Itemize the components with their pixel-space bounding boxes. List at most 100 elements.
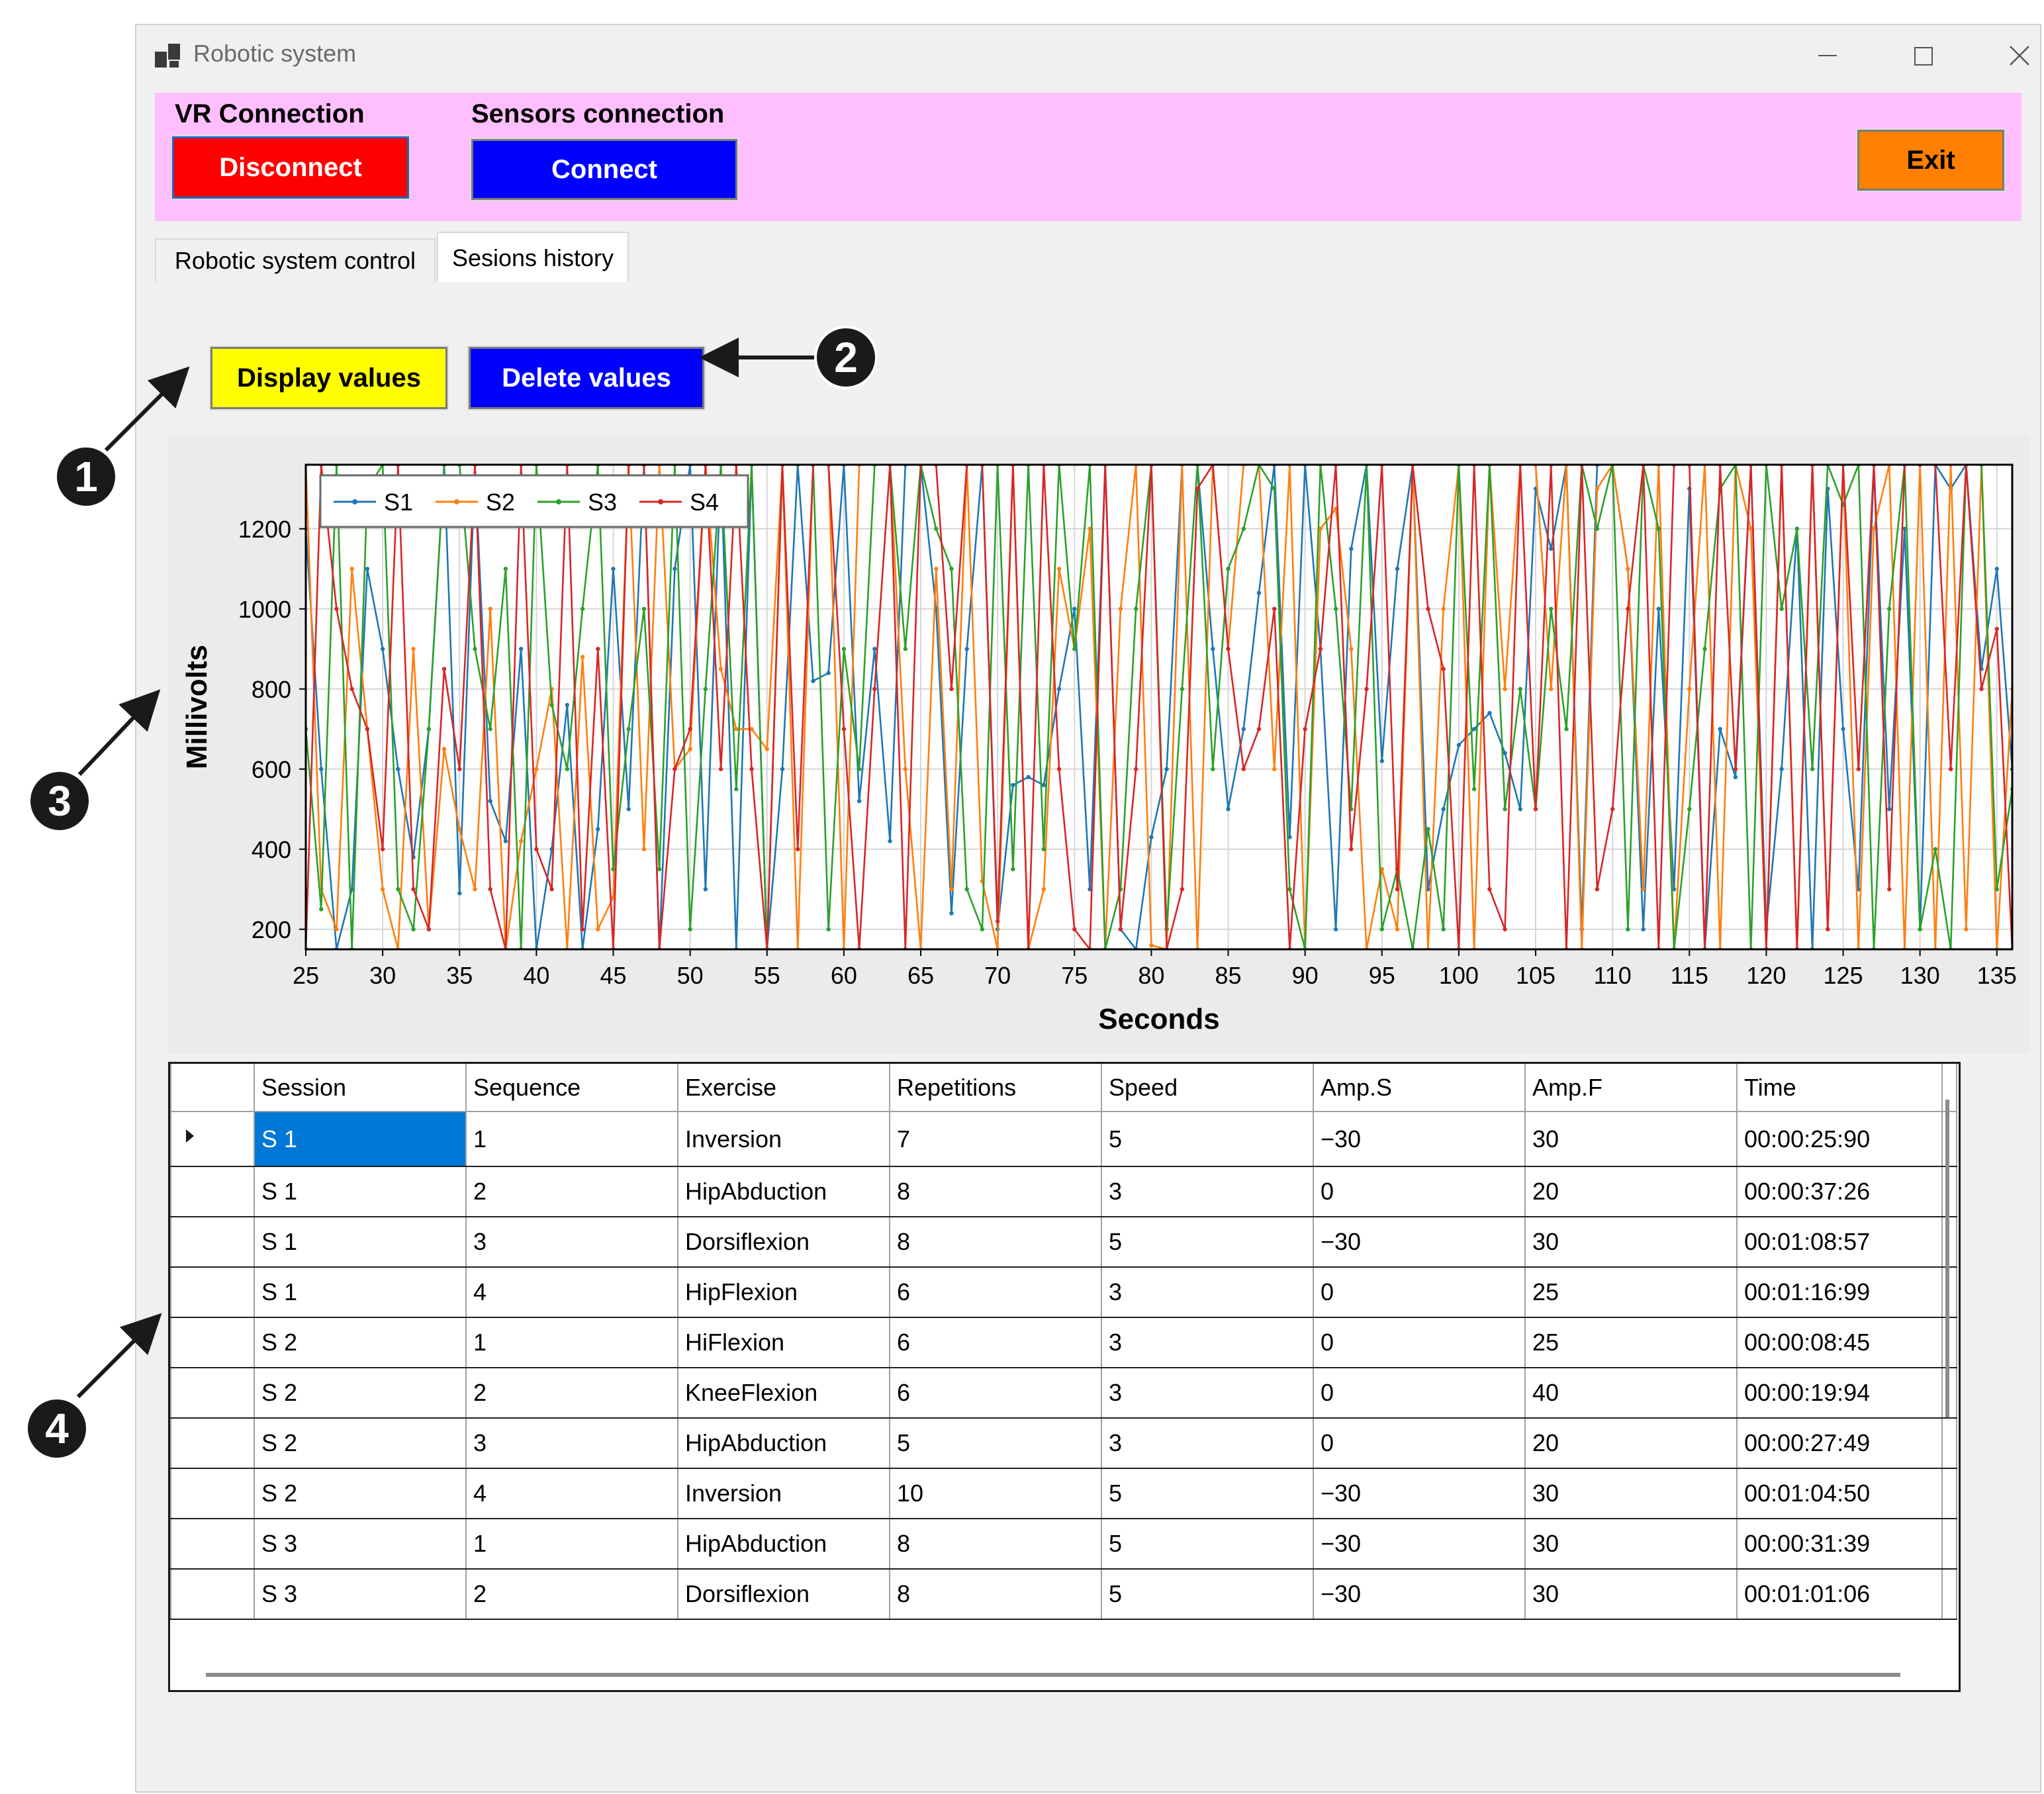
table-cell[interactable]: 00:01:01:06: [1736, 1568, 1943, 1620]
column-header-exercise[interactable]: Exercise: [677, 1064, 890, 1112]
table-cell[interactable]: 1: [465, 1317, 678, 1368]
table-cell[interactable]: 8: [889, 1568, 1102, 1620]
table-cell[interactable]: 00:01:04:50: [1736, 1468, 1943, 1519]
table-cell[interactable]: 5: [1101, 1111, 1314, 1167]
display-values-button[interactable]: Display values: [209, 346, 449, 410]
table-cell[interactable]: 0: [1313, 1266, 1526, 1318]
table-row[interactable]: S 3 2 Dorsiflexion 8 5 −30 30 00:01:01:06: [170, 1568, 1957, 1620]
table-cell[interactable]: 3: [1101, 1266, 1314, 1318]
table-cell[interactable]: 00:01:16:99: [1736, 1266, 1943, 1318]
close-button[interactable]: [1983, 34, 2044, 77]
table-cell[interactable]: S 3: [254, 1518, 467, 1570]
delete-values-button[interactable]: Delete values: [467, 346, 706, 410]
tab-robotic-system-control[interactable]: Robotic system control: [155, 238, 436, 282]
table-cell[interactable]: 00:00:31:39: [1736, 1518, 1943, 1570]
table-cell[interactable]: 30: [1524, 1518, 1738, 1570]
table-cell[interactable]: KneeFlexion: [677, 1367, 890, 1419]
table-cell[interactable]: 3: [1101, 1367, 1314, 1419]
table-row[interactable]: S 1 2 HipAbduction 8 3 0 20 00:00:37:26: [170, 1166, 1957, 1217]
table-cell[interactable]: 6: [889, 1317, 1102, 1368]
table-cell[interactable]: 2: [465, 1568, 678, 1620]
table-cell[interactable]: 30: [1524, 1111, 1738, 1167]
table-cell[interactable]: S 1: [254, 1166, 467, 1217]
table-cell[interactable]: 0: [1313, 1166, 1526, 1217]
table-cell[interactable]: 8: [889, 1166, 1102, 1217]
table-cell[interactable]: −30: [1313, 1468, 1526, 1519]
table-cell[interactable]: 30: [1524, 1468, 1738, 1519]
table-cell[interactable]: S 3: [254, 1568, 467, 1620]
table-cell[interactable]: 5: [1101, 1568, 1314, 1620]
table-cell[interactable]: 5: [1101, 1468, 1314, 1519]
table-cell[interactable]: 4: [465, 1468, 678, 1519]
exit-button[interactable]: Exit: [1856, 128, 2006, 192]
maximize-button[interactable]: [1886, 34, 1959, 77]
row-header[interactable]: [170, 1166, 255, 1217]
vertical-scrollbar[interactable]: [1945, 1100, 1949, 1417]
table-cell[interactable]: Inversion: [677, 1111, 890, 1167]
table-cell[interactable]: 1: [465, 1111, 678, 1167]
table-cell[interactable]: 3: [1101, 1166, 1314, 1217]
table-cell[interactable]: 25: [1524, 1266, 1738, 1318]
table-cell[interactable]: HipAbduction: [677, 1166, 890, 1217]
table-row[interactable]: S 2 1 HiFlexion 6 3 0 25 00:00:08:45: [170, 1317, 1957, 1368]
sensors-connect-button[interactable]: Connect: [470, 138, 739, 201]
row-header[interactable]: [170, 1417, 255, 1469]
column-header-speed[interactable]: Speed: [1101, 1064, 1314, 1112]
table-cell[interactable]: Dorsiflexion: [677, 1216, 890, 1268]
table-cell[interactable]: 00:01:08:57: [1736, 1216, 1943, 1268]
table-cell[interactable]: S 1: [254, 1216, 467, 1268]
table-cell[interactable]: 0: [1313, 1317, 1526, 1368]
row-header[interactable]: [170, 1266, 255, 1318]
table-cell[interactable]: 0: [1313, 1417, 1526, 1469]
table-row[interactable]: S 1 3 Dorsiflexion 8 5 −30 30 00:01:08:57: [170, 1216, 1957, 1268]
table-cell[interactable]: 1: [465, 1518, 678, 1570]
table-cell[interactable]: 5: [1101, 1216, 1314, 1268]
column-header-amp-f[interactable]: Amp.F: [1524, 1064, 1738, 1112]
table-cell[interactable]: 10: [889, 1468, 1102, 1519]
tab-sessions-history[interactable]: Sesions history: [437, 232, 629, 283]
table-cell[interactable]: −30: [1313, 1111, 1526, 1167]
vr-disconnect-button[interactable]: Disconnect: [171, 135, 410, 200]
row-header[interactable]: [170, 1468, 255, 1519]
row-header[interactable]: [170, 1367, 255, 1419]
table-cell[interactable]: 3: [465, 1417, 678, 1469]
column-header-sequence[interactable]: Sequence: [465, 1064, 678, 1112]
table-cell[interactable]: S 1: [254, 1266, 467, 1318]
row-header[interactable]: [170, 1518, 255, 1570]
table-cell[interactable]: −30: [1313, 1518, 1526, 1570]
table-cell[interactable]: 6: [889, 1266, 1102, 1318]
table-cell[interactable]: 20: [1524, 1166, 1738, 1217]
table-cell[interactable]: HipFlexion: [677, 1266, 890, 1318]
table-cell[interactable]: 00:00:37:26: [1736, 1166, 1943, 1217]
table-cell[interactable]: Dorsiflexion: [677, 1568, 890, 1620]
table-cell[interactable]: S 2: [254, 1317, 467, 1368]
row-header[interactable]: [170, 1317, 255, 1368]
column-header-amp-s[interactable]: Amp.S: [1313, 1064, 1526, 1112]
table-cell[interactable]: 30: [1524, 1568, 1738, 1620]
table-cell[interactable]: 3: [1101, 1317, 1314, 1368]
table-cell[interactable]: 3: [465, 1216, 678, 1268]
row-header[interactable]: [170, 1568, 255, 1620]
table-cell[interactable]: 00:00:25:90: [1736, 1111, 1943, 1167]
table-cell[interactable]: 25: [1524, 1317, 1738, 1368]
minimize-button[interactable]: [1791, 34, 1864, 77]
table-cell[interactable]: 4: [465, 1266, 678, 1318]
column-header-session[interactable]: Session: [254, 1064, 467, 1112]
table-cell[interactable]: 30: [1524, 1216, 1738, 1268]
table-row[interactable]: S 2 4 Inversion 10 5 −30 30 00:01:04:50: [170, 1468, 1957, 1519]
table-cell[interactable]: 0: [1313, 1367, 1526, 1419]
table-cell[interactable]: −30: [1313, 1216, 1526, 1268]
table-cell[interactable]: 7: [889, 1111, 1102, 1167]
table-cell[interactable]: S 2: [254, 1468, 467, 1519]
table-cell[interactable]: S 2: [254, 1417, 467, 1469]
table-cell[interactable]: S 1: [254, 1111, 467, 1167]
table-cell[interactable]: S 2: [254, 1367, 467, 1419]
table-row[interactable]: S 1 4 HipFlexion 6 3 0 25 00:01:16:99: [170, 1266, 1957, 1318]
table-row[interactable]: S 1 1 Inversion 7 5 −30 30 00:00:25:90: [170, 1111, 1957, 1167]
table-row[interactable]: S 2 3 HipAbduction 5 3 0 20 00:00:27:49: [170, 1417, 1957, 1469]
column-header-time[interactable]: Time: [1736, 1064, 1943, 1112]
table-cell[interactable]: HiFlexion: [677, 1317, 890, 1368]
table-cell[interactable]: 3: [1101, 1417, 1314, 1469]
table-cell[interactable]: 40: [1524, 1367, 1738, 1419]
table-cell[interactable]: 5: [889, 1417, 1102, 1469]
